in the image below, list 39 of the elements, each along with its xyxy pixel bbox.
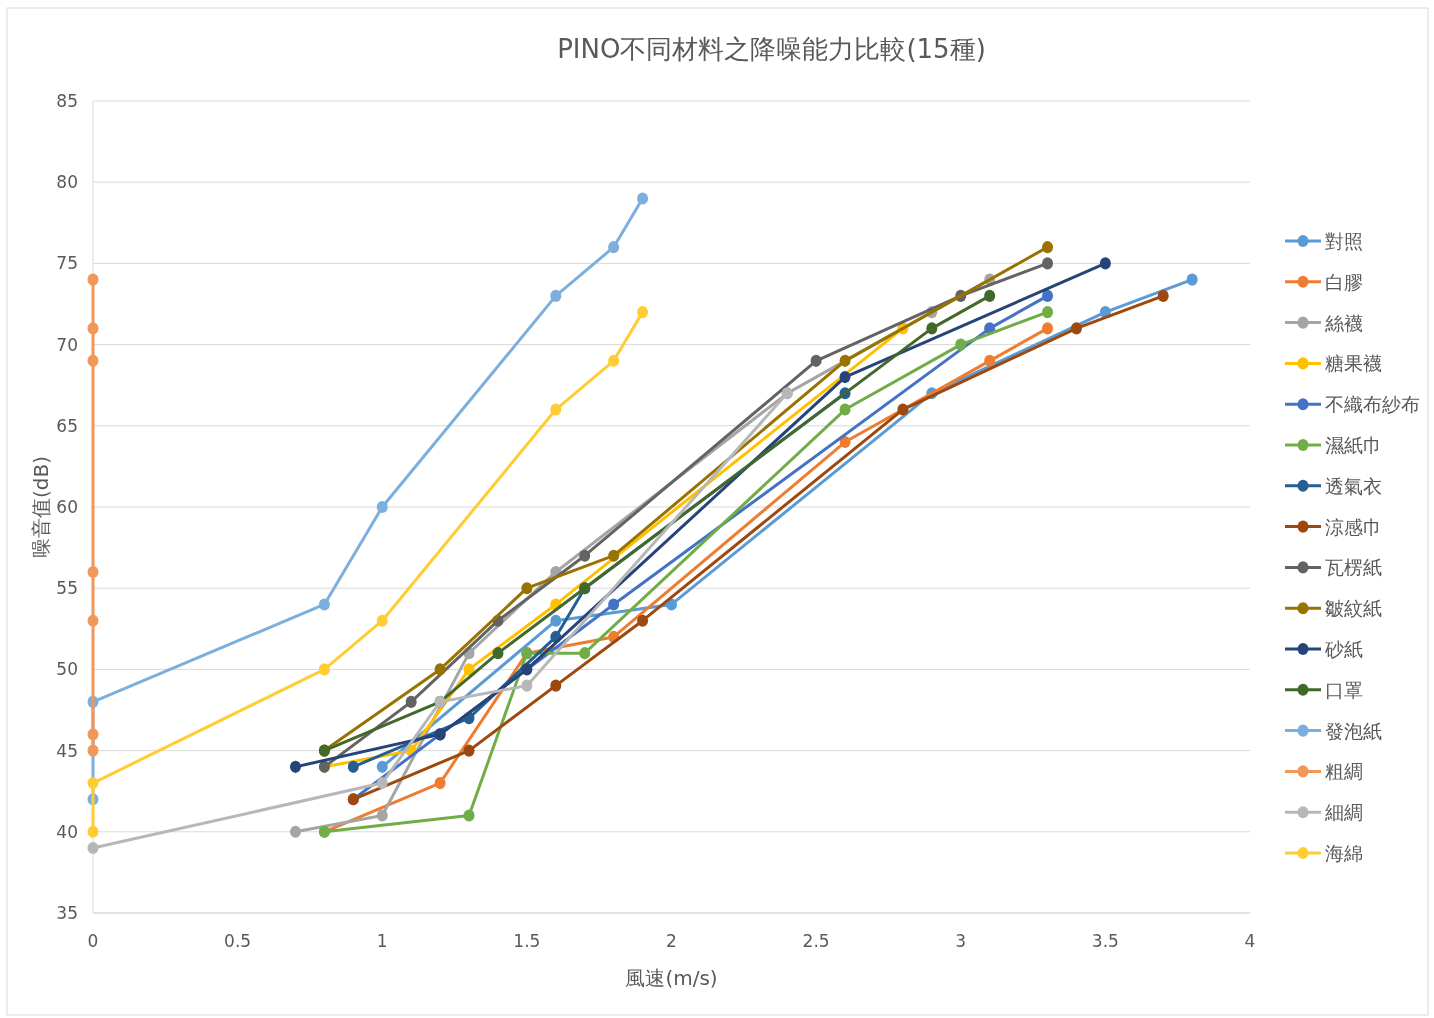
y-tick-label: 55 [56,578,78,599]
chart-title: PINO不同材料之降噪能力比較(15種) [557,34,986,64]
legend-label: 白膠 [1325,270,1363,293]
y-tick-label: 75 [56,253,78,274]
legend-label: 濕紙巾 [1325,434,1382,456]
y-tick-label: 60 [56,497,78,517]
legend-label: 皺紋紙 [1325,597,1382,620]
y-tick-label: 85 [56,91,78,111]
x-tick-label: 2 [666,931,677,951]
y-tick-label: 40 [56,821,78,842]
legend-label: 絲襪 [1324,311,1363,334]
x-tick-label: 3 [955,931,967,951]
x-tick-label: 2.5 [802,931,830,951]
x-tick-label: 3.5 [1091,931,1119,951]
legend-label: 涼感巾 [1325,515,1382,538]
x-tick-label: 0 [87,931,99,951]
y-axis-title: 噪音值(dB) [29,455,53,559]
x-axis-title: 風速(m/s) [625,966,718,990]
legend-label: 透氣衣 [1325,474,1382,497]
y-tick-label: 65 [56,415,78,436]
legend-label: 粗綢 [1325,760,1363,783]
x-tick-label: 4 [1244,931,1256,951]
legend-label: 發泡紙 [1325,719,1382,742]
legend-label: 瓦楞紙 [1325,556,1382,579]
legend-label: 海綿 [1325,842,1363,864]
legend-label: 不織布紗布 [1325,393,1420,416]
legend-label: 砂紙 [1324,638,1363,660]
legend-label: 對照 [1325,230,1363,252]
legend-label: 糖果襪 [1325,352,1382,375]
legend-label: 口罩 [1325,678,1363,701]
y-tick-label: 80 [56,172,78,193]
y-tick-label: 70 [56,334,78,355]
y-tick-label: 50 [56,659,78,680]
y-tick-label: 35 [56,903,78,923]
x-tick-label: 1 [376,931,388,951]
x-tick-label: 1.5 [513,931,541,951]
y-tick-label: 45 [56,740,78,761]
legend-label: 細綢 [1324,801,1363,824]
x-tick-label: 0.5 [224,931,252,951]
